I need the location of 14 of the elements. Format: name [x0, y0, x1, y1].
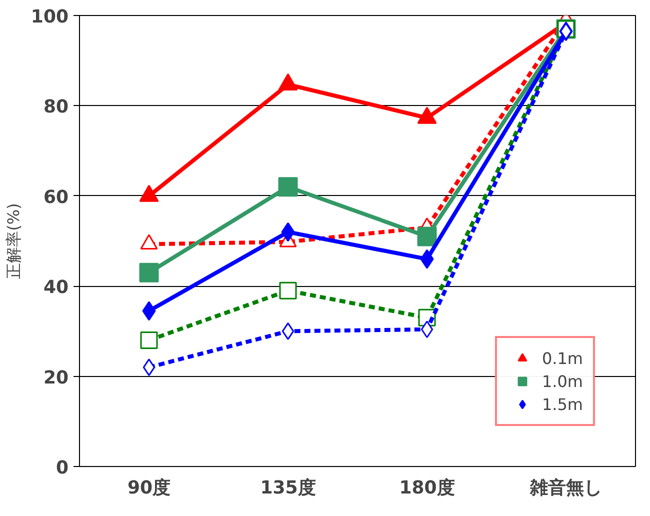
- legend-label: 0.1m: [542, 348, 583, 368]
- x-tick-label: 135度: [260, 478, 316, 498]
- x-tick-label: 雑音無し: [529, 478, 602, 498]
- y-tick-label: 60: [43, 186, 69, 208]
- y-tick-label: 20: [43, 367, 69, 388]
- legend-label: 1.0m: [542, 372, 583, 390]
- y-axis-title: 正解率(%): [4, 203, 23, 279]
- legend-label: 1.5m: [542, 394, 583, 414]
- y-tick-label: 0: [56, 458, 69, 478]
- y-tick-label: 80: [43, 96, 69, 118]
- x-tick-label: 180度: [399, 478, 455, 498]
- y-tick-label: 100: [30, 6, 69, 28]
- y-tick-label: 40: [43, 277, 69, 298]
- x-tick-label: 90度: [127, 478, 171, 498]
